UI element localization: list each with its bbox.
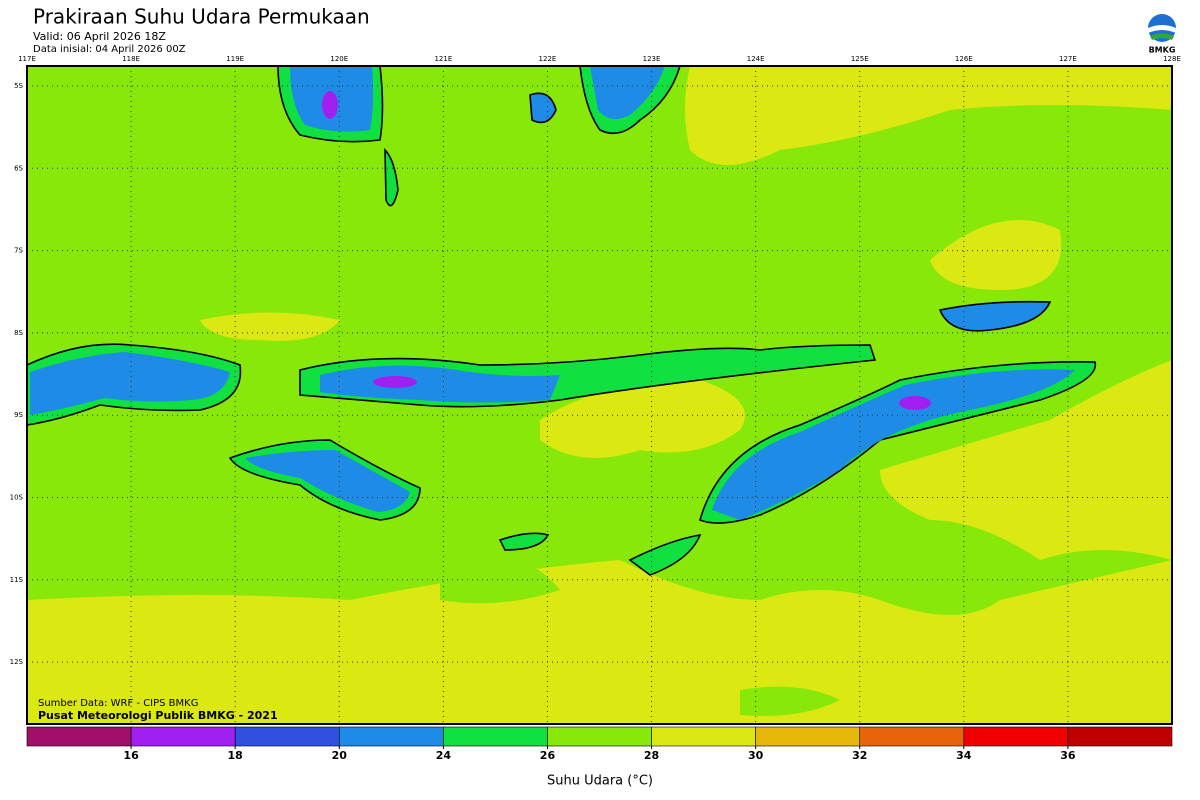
- lon-label: 127E: [1059, 55, 1077, 63]
- colorbar: 16 18 20 24 26 28 30 32 34 36: [26, 726, 1173, 762]
- logo: [1148, 14, 1176, 42]
- credit-source: Sumber Data: WRF - CIPS BMKG: [38, 698, 198, 709]
- lat-label: 11S: [10, 576, 24, 584]
- lon-label: 126E: [955, 55, 973, 63]
- init-time: Data inisial: 04 April 2026 00Z: [33, 44, 186, 55]
- colorbar-segment: [338, 726, 444, 747]
- colorbar-segment: [443, 726, 548, 747]
- colorbar-label: Suhu Udara (°C): [547, 774, 653, 789]
- lon-label: 128E: [1163, 55, 1181, 63]
- map-frame: [26, 65, 1173, 725]
- colorbar-tick-label: 20: [332, 749, 348, 762]
- valid-time: Valid: 06 April 2026 18Z: [33, 30, 166, 43]
- colorbar-tick-label: 36: [1060, 749, 1076, 762]
- colorbar-tick-label: 16: [123, 749, 139, 762]
- colorbar-segment: [963, 726, 1069, 747]
- warm-regions: [27, 66, 1172, 724]
- colorbar-segment: [547, 726, 652, 747]
- colorbar-segment: [234, 726, 340, 747]
- lon-label: 121E: [434, 55, 452, 63]
- colorbar-segment: [755, 726, 861, 747]
- credit-publisher: Pusat Meteorologi Publik BMKG - 2021: [38, 709, 278, 722]
- lon-label: 125E: [851, 55, 869, 63]
- lon-label: 124E: [747, 55, 765, 63]
- colorbar-segment: [859, 726, 965, 747]
- lon-label: 122E: [539, 55, 557, 63]
- colorbar-tick-label: 24: [436, 749, 452, 762]
- lon-label: 117E: [18, 55, 36, 63]
- colorbar-tick-label: 18: [228, 749, 243, 762]
- colorbar-tick-label: 28: [644, 749, 659, 762]
- colorbar-tick-label: 30: [748, 749, 764, 762]
- colorbar-segment: [651, 726, 756, 747]
- lat-label: 9S: [14, 411, 23, 419]
- map-area: [27, 66, 1172, 724]
- colorbar-segment: [1067, 726, 1173, 747]
- lat-label: 8S: [14, 329, 23, 337]
- colorbar-segment: [130, 726, 236, 747]
- colorbar-tick-label: 26: [540, 749, 556, 762]
- lat-label: 6S: [14, 164, 23, 172]
- land-temperature: [27, 66, 1097, 576]
- colorbar-tick-label: 32: [852, 749, 867, 762]
- lon-label: 120E: [330, 55, 348, 63]
- lat-label: 10S: [10, 494, 24, 502]
- title: Prakiraan Suhu Udara Permukaan: [33, 5, 370, 29]
- graticule: [27, 66, 1172, 724]
- lon-label: 118E: [122, 55, 140, 63]
- colorbar-tick-label: 34: [956, 749, 972, 762]
- lon-label: 123E: [643, 55, 661, 63]
- lat-label: 5S: [14, 82, 23, 90]
- lat-label: 12S: [10, 658, 24, 666]
- colorbar-segment: [26, 726, 132, 747]
- lon-label: 119E: [226, 55, 244, 63]
- lat-label: 7S: [14, 247, 23, 255]
- logo-label: BMKG: [1149, 46, 1176, 55]
